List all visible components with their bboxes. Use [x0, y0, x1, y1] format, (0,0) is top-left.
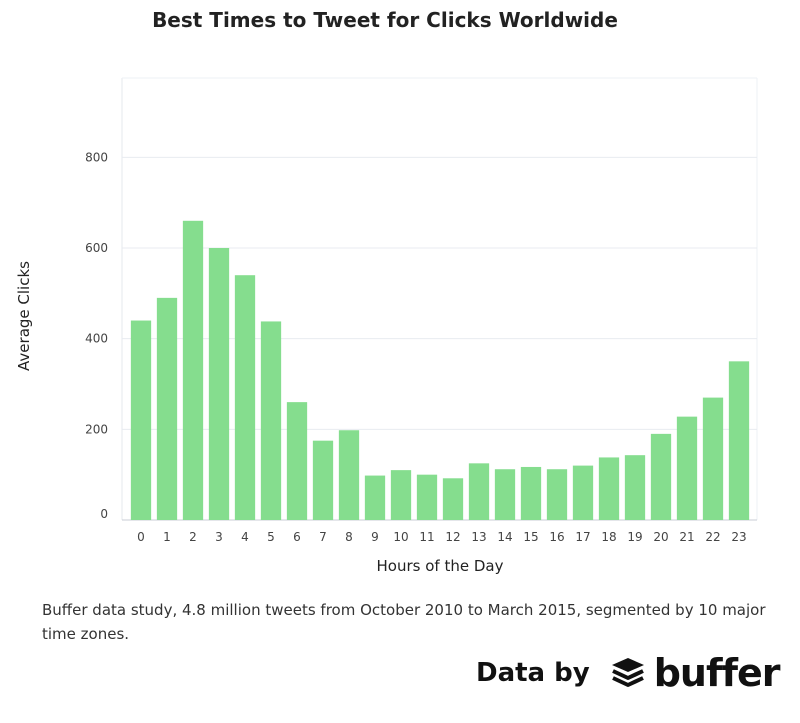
bar	[208, 248, 230, 520]
bar	[598, 457, 620, 520]
bar	[182, 220, 204, 521]
bar	[572, 465, 594, 520]
y-tick-label: 200	[85, 422, 108, 436]
bar	[650, 433, 672, 520]
y-axis-title: Average Clicks	[15, 261, 33, 371]
x-tick-label: 17	[575, 530, 590, 544]
x-tick-label: 20	[653, 530, 668, 544]
bar	[676, 416, 698, 520]
bar	[234, 275, 256, 520]
bar	[494, 469, 516, 520]
bar	[338, 430, 360, 520]
bar	[624, 455, 646, 520]
x-tick-label: 23	[731, 530, 746, 544]
bar	[286, 402, 308, 520]
x-tick-label: 7	[319, 530, 327, 544]
buffer-stack-icon	[610, 656, 646, 690]
y-tick-label: 600	[85, 241, 108, 255]
x-tick-label: 5	[267, 530, 275, 544]
bar	[520, 466, 542, 520]
x-tick-label: 4	[241, 530, 249, 544]
x-axis-title: Hours of the Day	[377, 557, 504, 575]
x-tick-label: 2	[189, 530, 197, 544]
bars-layer	[130, 220, 750, 521]
bar	[728, 361, 750, 520]
bar	[468, 463, 490, 520]
bar	[130, 320, 152, 520]
bar	[702, 397, 724, 520]
y-tick-label: 800	[85, 150, 108, 164]
bar	[364, 475, 386, 520]
x-tick-label: 14	[497, 530, 512, 544]
y-tick-label: 400	[85, 332, 108, 346]
y-tick-label: 0	[100, 507, 108, 521]
x-tick-label: 12	[445, 530, 460, 544]
x-tick-label: 6	[293, 530, 301, 544]
bar	[156, 297, 178, 520]
x-tick-label: 22	[705, 530, 720, 544]
bar	[390, 470, 412, 520]
bar	[442, 478, 464, 520]
caption: Buffer data study, 4.8 million tweets fr…	[42, 601, 766, 643]
bar	[260, 321, 282, 520]
x-tick-label: 21	[679, 530, 694, 544]
bar	[416, 474, 438, 520]
brand-name: buffer	[653, 651, 781, 695]
bar	[312, 440, 334, 520]
x-tick-label: 18	[601, 530, 616, 544]
x-tick-label: 9	[371, 530, 379, 544]
x-tick-label: 13	[471, 530, 486, 544]
x-tick-label: 8	[345, 530, 353, 544]
brand-prefix: Data by	[476, 658, 590, 688]
chart-title: Best Times to Tweet for Clicks Worldwide	[152, 8, 618, 32]
x-tick-label: 1	[163, 530, 171, 544]
bar	[546, 469, 568, 520]
x-tick-label: 0	[137, 530, 145, 544]
x-tick-label: 16	[549, 530, 564, 544]
x-tick-label: 10	[393, 530, 408, 544]
x-tick-label: 3	[215, 530, 223, 544]
brand-credit[interactable]: Data by buffer	[476, 648, 781, 698]
x-tick-label: 19	[627, 530, 642, 544]
x-tick-label: 15	[523, 530, 538, 544]
x-tick-label: 11	[419, 530, 434, 544]
